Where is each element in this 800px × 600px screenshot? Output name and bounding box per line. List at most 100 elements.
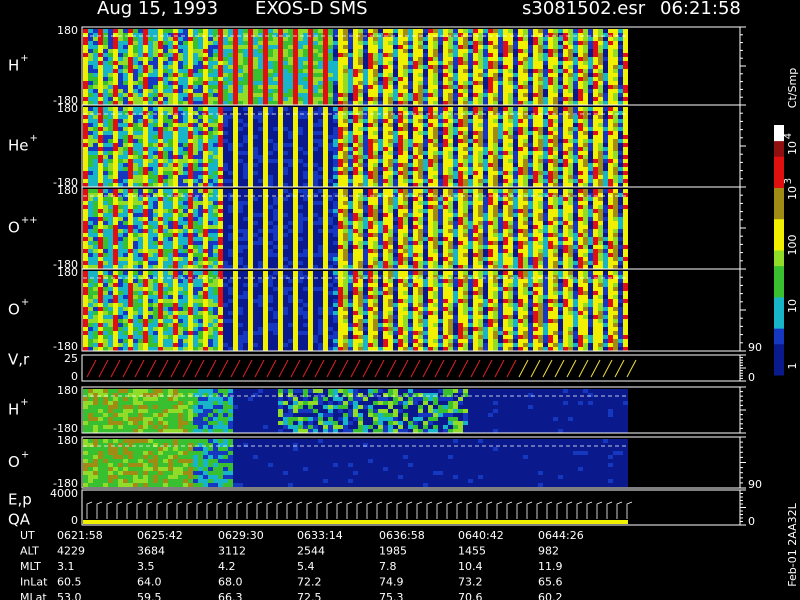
cell [618, 97, 623, 101]
cell [513, 97, 518, 101]
cell [178, 151, 183, 155]
cell [208, 37, 213, 41]
cell [538, 37, 543, 41]
cell [303, 81, 308, 85]
cell [168, 73, 173, 77]
cell [203, 101, 208, 105]
cell [333, 139, 338, 143]
cell [483, 69, 488, 73]
cell [443, 85, 448, 89]
cell [578, 123, 583, 127]
cell [188, 69, 193, 73]
cell [348, 61, 353, 65]
cell [403, 159, 408, 163]
cell [98, 143, 103, 147]
cell [468, 29, 473, 33]
cell [248, 49, 253, 53]
cell [348, 175, 353, 179]
cell [198, 135, 203, 139]
cell [453, 175, 458, 179]
cell [178, 183, 183, 187]
cell [398, 49, 403, 53]
cell [148, 193, 153, 197]
cell [563, 77, 568, 81]
cell [393, 135, 398, 139]
cell [388, 53, 393, 57]
cell [498, 85, 503, 89]
cell [388, 143, 393, 147]
cell [263, 217, 268, 221]
cell [118, 193, 123, 197]
cell [168, 213, 173, 217]
cell [428, 135, 433, 139]
cell [388, 155, 393, 159]
cell [258, 261, 263, 265]
cell [213, 33, 218, 37]
cell [268, 89, 273, 93]
cell [203, 107, 208, 111]
cell [578, 81, 583, 85]
cell [138, 73, 143, 77]
cell [298, 57, 303, 61]
cell [93, 97, 98, 101]
cell [163, 189, 168, 193]
cell [188, 233, 193, 237]
cell [443, 183, 448, 187]
cell [253, 171, 258, 175]
cell [398, 131, 403, 135]
cell [588, 37, 593, 41]
cell [508, 167, 513, 171]
cell [83, 189, 88, 193]
cell [118, 123, 123, 127]
cell [203, 257, 208, 261]
cell [108, 257, 113, 261]
cell [168, 193, 173, 197]
cell [603, 65, 608, 69]
cell [113, 189, 118, 193]
cell [353, 131, 358, 135]
cell [133, 127, 138, 131]
cell [428, 89, 433, 93]
cell [328, 69, 333, 73]
cell [128, 53, 133, 57]
cell [388, 29, 393, 33]
cell [298, 123, 303, 127]
cell [493, 85, 498, 89]
cell [118, 45, 123, 49]
cell [538, 107, 543, 111]
cell [103, 213, 108, 217]
cell [488, 151, 493, 155]
cell [353, 135, 358, 139]
cell [168, 57, 173, 61]
cell [558, 139, 563, 143]
cell [403, 163, 408, 167]
cell [383, 93, 388, 97]
cell [168, 253, 173, 257]
cell [573, 171, 578, 175]
cell [143, 261, 148, 265]
cell [228, 159, 233, 163]
cell [523, 29, 528, 33]
cell [313, 93, 318, 97]
cell [138, 241, 143, 245]
cell [358, 119, 363, 123]
cell [523, 135, 528, 139]
cell [598, 163, 603, 167]
cell [333, 89, 338, 93]
cell [358, 123, 363, 127]
cell [528, 29, 533, 33]
cell [453, 139, 458, 143]
cell [203, 213, 208, 217]
cell [238, 139, 243, 143]
cell [208, 257, 213, 261]
cell [373, 89, 378, 93]
cell [528, 179, 533, 183]
cell [443, 135, 448, 139]
cell [213, 265, 218, 269]
cell [563, 119, 568, 123]
cell [518, 93, 523, 97]
cell [293, 53, 298, 57]
cell [228, 53, 233, 57]
cell [578, 85, 583, 89]
cell [333, 53, 338, 57]
